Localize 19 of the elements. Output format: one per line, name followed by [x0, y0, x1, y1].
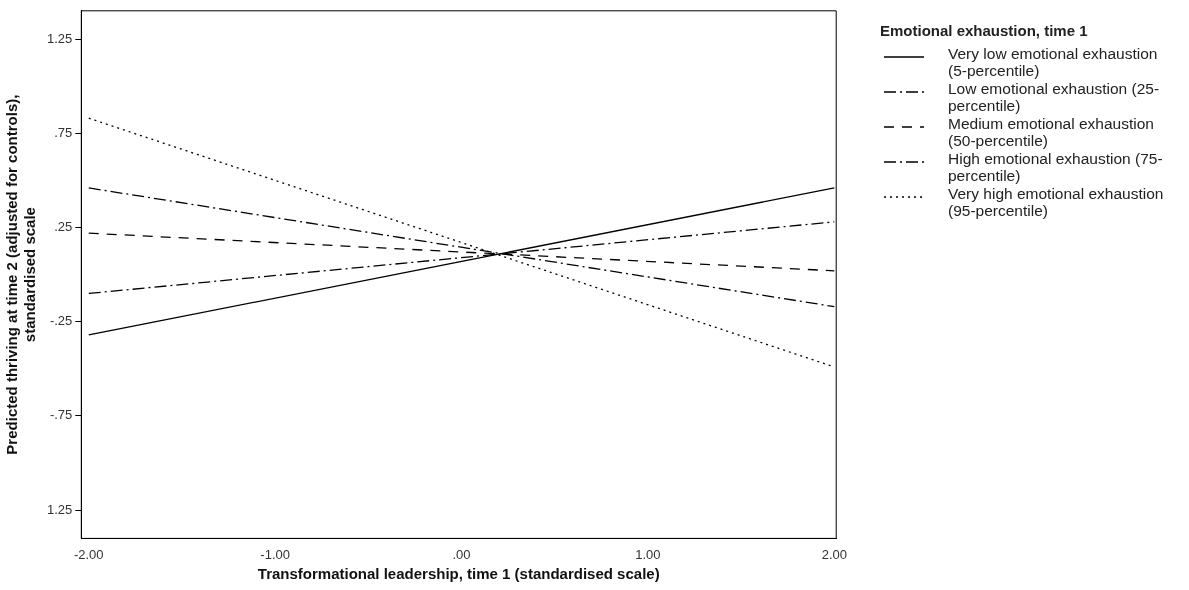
y-axis-title: Predicted thriving at time 2 (adjusted for controls), standardised scale: [3, 94, 39, 455]
y-tick-label: -.75: [49, 407, 73, 423]
legend-label: Very low emotional exhaustion (5-percentile): [948, 45, 1159, 79]
x-tick-label: -1.00: [260, 546, 290, 562]
legend-label: Low emotional exhaustion (25-percentile): [948, 80, 1161, 114]
x-tick-label: .00: [452, 546, 471, 562]
legend-label: High emotional exhaustion (75-percentile): [948, 150, 1164, 184]
legend-title: Emotional exhaustion, time 1: [880, 22, 1089, 39]
legend-label: Medium emotional exhaustion (50-percentile): [948, 115, 1155, 149]
y-tick-label: .25: [54, 219, 73, 235]
legend-label: Very high emotional exhaustion (95-percentile): [948, 185, 1165, 219]
x-axis-title: Transformational leadership, time 1 (standardised scale): [257, 565, 660, 583]
x-tick-label: 1.00: [635, 546, 661, 562]
y-tick-label: .75: [54, 124, 73, 140]
x-tick-label: -2.00: [73, 546, 104, 562]
y-tick-label: -.25: [49, 313, 73, 329]
x-tick-label: 2.00: [821, 546, 847, 562]
y-tick-label: 1.25: [46, 30, 73, 46]
y-tick-label: 1.25: [46, 501, 73, 517]
